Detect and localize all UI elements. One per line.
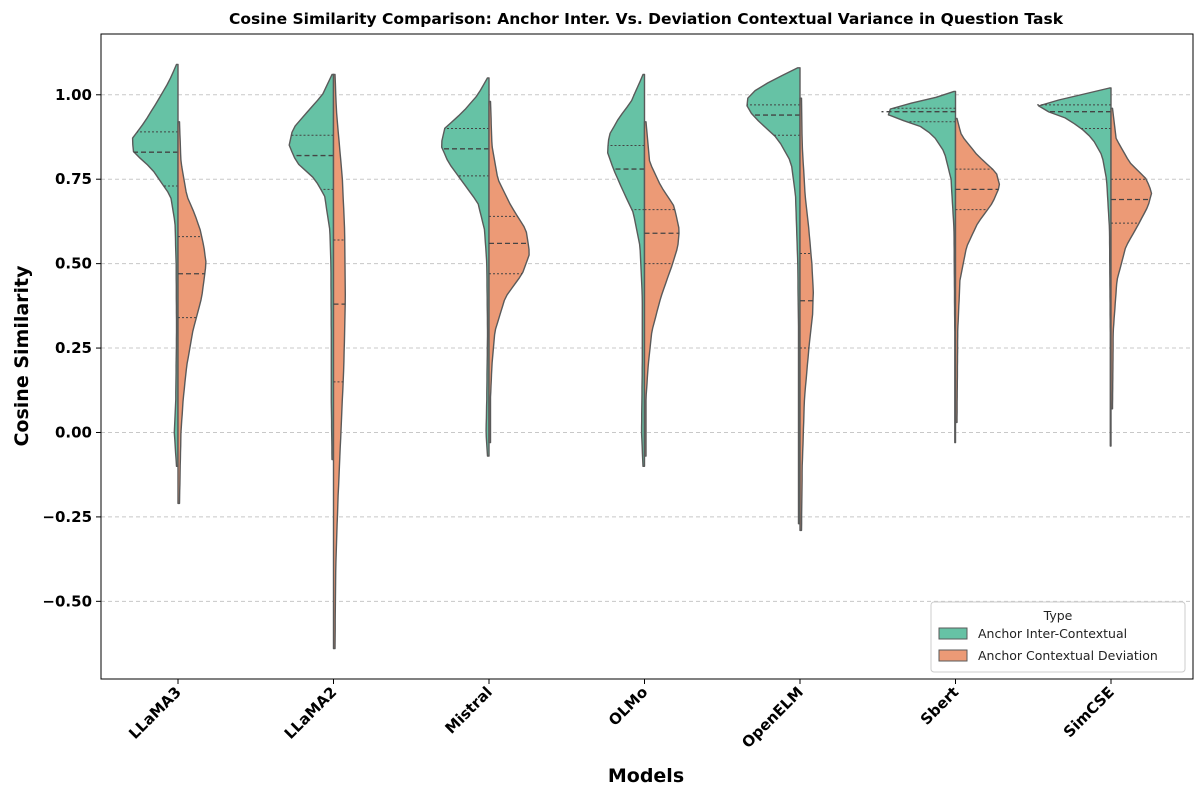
y-axis-ticks: −0.50 −0.25 0.00 0.25 0.50 0.75 1.00 xyxy=(42,86,101,610)
y-tick-label: −0.25 xyxy=(42,508,92,526)
y-axis-title: Cosine Similarity xyxy=(11,265,33,447)
violins xyxy=(131,63,1153,650)
y-tick-label: 1.00 xyxy=(55,86,92,104)
legend-swatch-contextual-deviation xyxy=(938,649,968,662)
plot-frame xyxy=(100,33,1194,680)
violin-simcse-right xyxy=(1110,107,1153,410)
legend-box xyxy=(930,601,1186,673)
y-tick-label: 0.50 xyxy=(55,255,92,273)
violin-mistral-right xyxy=(488,100,530,444)
violin-olmo-left xyxy=(607,73,646,467)
y-tick-label: 0.00 xyxy=(55,423,92,441)
violin-llama3-right xyxy=(177,121,207,505)
violin-sbert-right xyxy=(954,117,1001,424)
y-tick-label: 0.25 xyxy=(55,339,92,357)
x-axis-title: Models xyxy=(608,765,684,787)
legend: Type Anchor Inter-Contextual Anchor Cont… xyxy=(930,601,1186,673)
y-tick-label: −0.50 xyxy=(42,592,92,610)
violin-openelm-right xyxy=(799,97,814,532)
violin-olmo-right xyxy=(643,121,680,457)
violin-llama2-right xyxy=(332,73,346,650)
legend-label-contextual-deviation: Anchor Contextual Deviation xyxy=(978,648,1158,663)
chart-title: Cosine Similarity Comparison: Anchor Int… xyxy=(229,10,1064,28)
violin-llama2-left xyxy=(288,73,335,461)
violin-openelm-left xyxy=(746,67,801,525)
y-tick-label: 0.75 xyxy=(55,170,92,188)
violin-mistral-left xyxy=(441,77,490,457)
legend-swatch-inter-contextual xyxy=(938,627,968,640)
violin-llama3-left xyxy=(131,63,179,467)
legend-label-inter-contextual: Anchor Inter-Contextual xyxy=(978,626,1127,641)
legend-title: Type xyxy=(1043,608,1073,623)
